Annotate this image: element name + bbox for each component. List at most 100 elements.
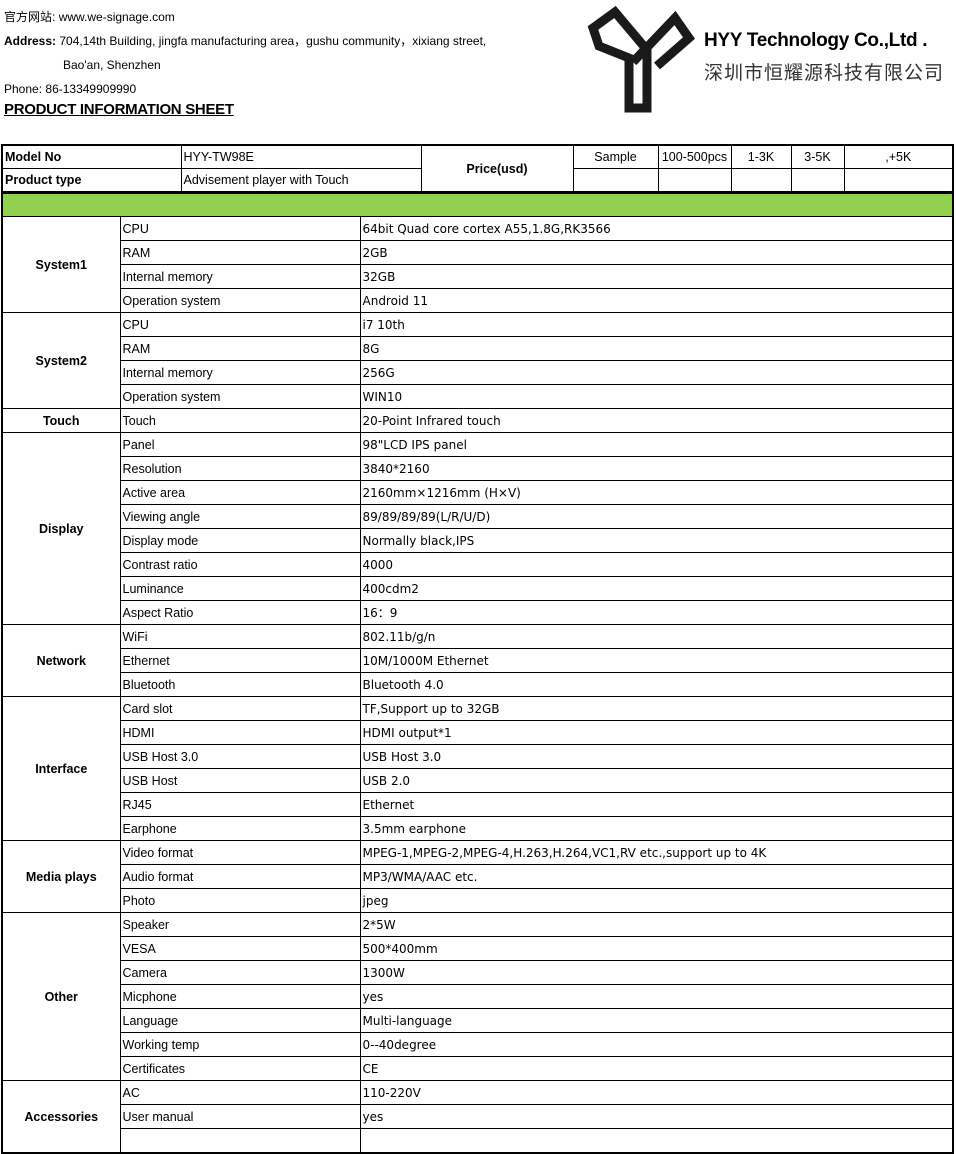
product-info-table: Model No HYY-TW98E Price(usd) Sample 100…: [1, 144, 954, 193]
address-label: Address:: [4, 34, 57, 48]
spec-label: Aspect Ratio: [119, 600, 361, 625]
spec-label: RAM: [119, 240, 361, 265]
spec-row: USB Host 3.0 USB Host 3.0: [2, 744, 954, 769]
section-band: [1, 192, 954, 217]
spec-value: CE: [359, 1056, 954, 1081]
spec-value: yes: [359, 1104, 954, 1129]
spec-value: 10M/1000M Ethernet: [359, 648, 954, 673]
spec-label: Resolution: [119, 456, 361, 481]
spec-value: WIN10: [359, 384, 954, 409]
spec-value: [359, 1128, 954, 1154]
spec-row: Photo jpeg: [2, 888, 954, 913]
type-label: Product type: [1, 168, 182, 193]
spec-value: USB Host 3.0: [359, 744, 954, 769]
spec-label: Operation system: [119, 288, 361, 313]
spec-value: USB 2.0: [359, 768, 954, 793]
website-line: 官方网站: www.we-signage.com: [4, 10, 175, 24]
spec-label: CPU: [119, 216, 361, 241]
section-name: System2: [1, 312, 121, 409]
spec-value: MPEG-1,MPEG-2,MPEG-4,H.263,H.264,VC1,RV …: [359, 840, 954, 865]
spec-label: Speaker: [119, 912, 361, 937]
spec-value: 802.11b/g/n: [359, 624, 954, 649]
spec-label: USB Host 3.0: [119, 744, 361, 769]
page-title: PRODUCT INFORMATION SHEET: [4, 101, 234, 118]
spec-value: Ethernet: [359, 792, 954, 817]
spec-row: Media plays Video format MPEG-1,MPEG-2,MPE…: [1, 840, 954, 913]
section-name: Accessories: [1, 1080, 121, 1154]
spec-label: AC: [119, 1080, 361, 1105]
spec-value: Normally black,IPS: [359, 528, 954, 553]
spec-value: 3840*2160: [359, 456, 954, 481]
spec-label: Photo: [119, 888, 361, 913]
spec-row: Resolution 3840*2160: [2, 456, 954, 481]
spec-table: System1 CPU 64bit Quad core cortex A55,1.8…: [1, 192, 954, 1154]
model-value: HYY-TW98E: [180, 144, 422, 169]
spec-value: 400cdm2: [359, 576, 954, 601]
spec-value: 2GB: [359, 240, 954, 265]
price-cell: [790, 168, 845, 193]
spec-row: Display mode Normally black,IPS: [2, 528, 954, 553]
spec-label: Ethernet: [119, 648, 361, 673]
spec-value: MP3/WMA/AAC etc.: [359, 864, 954, 889]
spec-row: VESA 500*400mm: [2, 936, 954, 961]
spec-row: Operation system Android 11: [2, 288, 954, 313]
spec-label: Earphone: [119, 816, 361, 841]
phone-label: Phone:: [4, 82, 43, 96]
spec-label: Bluetooth: [119, 672, 361, 697]
spec-value: 256G: [359, 360, 954, 385]
spec-row: Language Multi-language: [2, 1008, 954, 1033]
section-name: Media plays: [1, 840, 121, 913]
spec-value: Multi-language: [359, 1008, 954, 1033]
spec-label: Card slot: [119, 696, 361, 721]
spec-value: 32GB: [359, 264, 954, 289]
price-cell: [657, 168, 732, 193]
spec-row: Internal memory 256G: [2, 360, 954, 385]
spec-value: 8G: [359, 336, 954, 361]
spec-label: Viewing angle: [119, 504, 361, 529]
spec-label: Display mode: [119, 528, 361, 553]
spec-row: RJ45 Ethernet: [2, 792, 954, 817]
spec-row: Certificates CE: [2, 1056, 954, 1081]
spec-value: Bluetooth 4.0: [359, 672, 954, 697]
section-name: Touch: [1, 408, 121, 433]
type-value: Advisement player with Touch: [180, 168, 422, 193]
spec-label: Internal memory: [119, 360, 361, 385]
spec-row: Operation system WIN10: [2, 384, 954, 409]
spec-row: Viewing angle 89/89/89/89(L/R/U/D): [2, 504, 954, 529]
spec-row: HDMI HDMI output*1: [2, 720, 954, 745]
spec-row: User manual yes: [2, 1104, 954, 1129]
spec-value: yes: [359, 984, 954, 1009]
phone-line: Phone: 86-13349909990: [4, 82, 136, 96]
company-logo: [587, 6, 695, 113]
price-tier: 1-3K: [730, 144, 792, 169]
spec-value: 64bit Quad core cortex A55,1.8G,RK3566: [359, 216, 954, 241]
spec-value: 1300W: [359, 960, 954, 985]
spec-label: Active area: [119, 480, 361, 505]
section-name: Other: [1, 912, 121, 1081]
spec-label: Certificates: [119, 1056, 361, 1081]
spec-label: Panel: [119, 432, 361, 457]
section-name: Interface: [1, 696, 121, 841]
spec-label: Camera: [119, 960, 361, 985]
spec-label: RAM: [119, 336, 361, 361]
spec-label: Audio format: [119, 864, 361, 889]
spec-value: 20-Point Infrared touch: [359, 408, 954, 433]
spec-row: Micphone yes: [2, 984, 954, 1009]
spec-row: RAM 8G: [2, 336, 954, 361]
spec-label: [119, 1128, 361, 1154]
price-cell: [572, 168, 659, 193]
spec-label: HDMI: [119, 720, 361, 745]
spec-row: Aspect Ratio 16：9: [2, 600, 954, 625]
address-line: Address: 704,14th Building, jingfa manuf…: [4, 34, 486, 48]
section-name: Display: [1, 432, 121, 625]
spec-row: Interface Card slot TF,Support up to 32GB: [1, 696, 954, 841]
spec-value: 110-220V: [359, 1080, 954, 1105]
spec-row: Touch Touch 20-Point Infrared touch: [1, 408, 954, 433]
spec-row: Network WiFi 802.11b/g/n: [1, 624, 954, 697]
section-name: Network: [1, 624, 121, 697]
website-link[interactable]: www.we-signage.com: [58, 10, 175, 24]
spec-value: 3.5mm earphone: [359, 816, 954, 841]
spec-row: Bluetooth Bluetooth 4.0: [2, 672, 954, 697]
spec-row: Internal memory 32GB: [2, 264, 954, 289]
spec-label: Luminance: [119, 576, 361, 601]
